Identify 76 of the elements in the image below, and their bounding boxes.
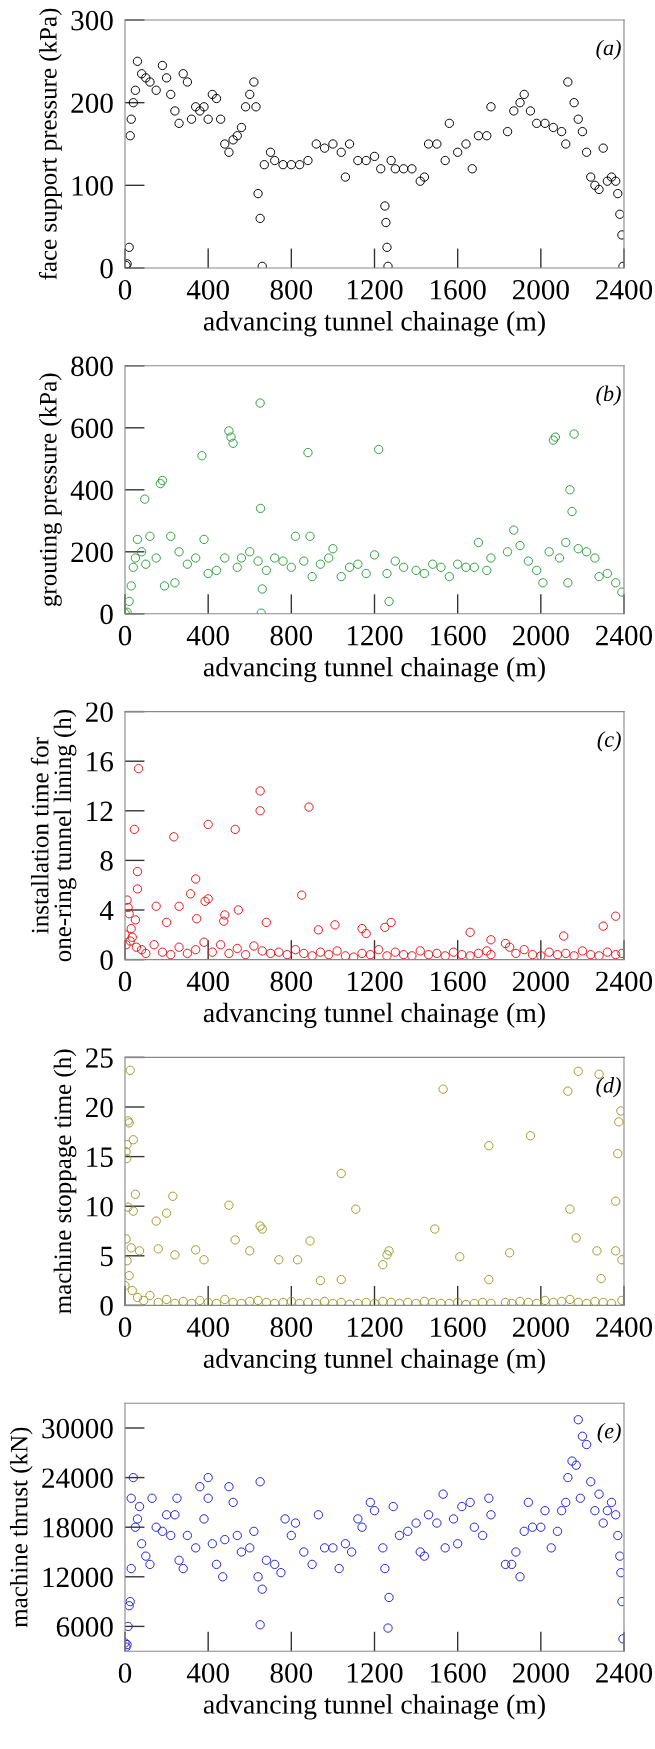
- y-tick-label: 0: [100, 1296, 113, 1316]
- y-tick-label: 10: [87, 1196, 113, 1217]
- x-tick-label: 1600: [431, 1663, 486, 1683]
- y-tick-label: 5: [101, 1246, 113, 1267]
- x-tick-label: 400: [186, 625, 229, 646]
- y-tick-label: 16: [87, 752, 114, 772]
- x-tick-label: 2400: [596, 971, 653, 992]
- y-tick-label: 200: [71, 93, 113, 114]
- x-tick-label: 1200: [347, 1317, 403, 1338]
- x-tick-label: 2000: [512, 971, 569, 992]
- y-tick-label: 4: [99, 900, 114, 921]
- y-tick-label: 18000: [43, 1517, 113, 1538]
- x-tick-label: 0: [118, 971, 132, 992]
- x-tick-label: 2000: [512, 1317, 569, 1338]
- y-axis-title: machine stoppage time (h): [53, 1049, 77, 1314]
- x-tick-label: 2400: [596, 625, 653, 646]
- x-tick-label: 0: [118, 625, 132, 646]
- annotation: (e): [597, 1422, 621, 1444]
- y-tick-label: 100: [72, 176, 113, 196]
- x-axis-title: advancing tunnel chainage (m): [203, 1002, 545, 1028]
- annotation: (b): [596, 385, 621, 406]
- x-axis-title: advancing tunnel chainage (m): [203, 1694, 545, 1720]
- x-tick-label: 2000: [512, 1663, 569, 1683]
- y-tick-label: 12000: [43, 1567, 113, 1588]
- x-tick-label: 0: [118, 279, 132, 300]
- y-tick-label: 12: [87, 801, 113, 821]
- y-tick-label: 6000: [56, 1617, 113, 1637]
- annotation: (a): [596, 39, 621, 60]
- x-tick-label: 2000: [512, 625, 569, 646]
- y-tick-label: 400: [70, 480, 113, 501]
- y-tick-label: 300: [71, 10, 113, 31]
- x-tick-label: 2000: [512, 279, 569, 300]
- x-tick-label: 1200: [347, 1663, 403, 1683]
- y-tick-label: 30000: [42, 1418, 113, 1439]
- x-tick-label: 2400: [596, 1317, 653, 1338]
- x-tick-label: 800: [270, 1663, 313, 1683]
- x-tick-label: 1600: [431, 1317, 486, 1338]
- x-axis-title: advancing tunnel chainage (m): [203, 311, 545, 337]
- x-tick-label: 800: [270, 279, 313, 300]
- y-tick-label: 15: [87, 1147, 113, 1168]
- x-tick-label: 400: [186, 1663, 229, 1683]
- y-tick-label: 200: [71, 542, 113, 563]
- x-axis-title: advancing tunnel chainage (m): [203, 1348, 545, 1374]
- annotation: (d): [596, 1077, 621, 1098]
- x-tick-label: 2400: [596, 279, 653, 300]
- x-tick-label: 1600: [431, 625, 486, 646]
- y-axis-title: machine thrust (kN): [9, 1427, 33, 1628]
- x-axis-title: advancing tunnel chainage (m): [203, 656, 545, 683]
- x-tick-label: 0: [118, 1663, 132, 1683]
- y-axis-title: installation time for one-ring tunnel lining (h): [30, 709, 77, 962]
- x-tick-label: 800: [270, 625, 313, 646]
- y-tick-label: 20: [86, 702, 113, 723]
- y-tick-label: 0: [100, 950, 113, 971]
- x-tick-label: 400: [186, 1317, 229, 1338]
- x-tick-label: 1200: [347, 971, 403, 992]
- x-tick-label: 1600: [431, 279, 486, 300]
- y-axis-title: face support pressure (kPa): [38, 8, 62, 280]
- x-tick-label: 0: [118, 1317, 132, 1338]
- y-tick-label: 600: [71, 418, 113, 439]
- y-tick-label: 800: [71, 356, 113, 377]
- annotation: (c): [597, 731, 621, 752]
- y-tick-label: 0: [100, 604, 113, 625]
- y-tick-label: 0: [100, 258, 113, 279]
- x-tick-label: 400: [186, 279, 229, 300]
- y-tick-label: 24000: [42, 1468, 113, 1489]
- x-tick-label: 1200: [347, 625, 403, 646]
- x-tick-label: 800: [270, 971, 313, 992]
- y-axis-title: grouting pressure (kPa): [39, 373, 62, 607]
- x-tick-label: 400: [186, 971, 229, 992]
- y-tick-label: 8: [100, 851, 113, 871]
- x-tick-label: 1600: [431, 971, 486, 992]
- y-tick-label: 20: [86, 1097, 113, 1118]
- x-tick-label: 1200: [347, 279, 403, 300]
- x-tick-label: 2400: [596, 1663, 653, 1683]
- y-tick-label: 25: [86, 1048, 113, 1068]
- x-tick-label: 800: [270, 1317, 313, 1338]
